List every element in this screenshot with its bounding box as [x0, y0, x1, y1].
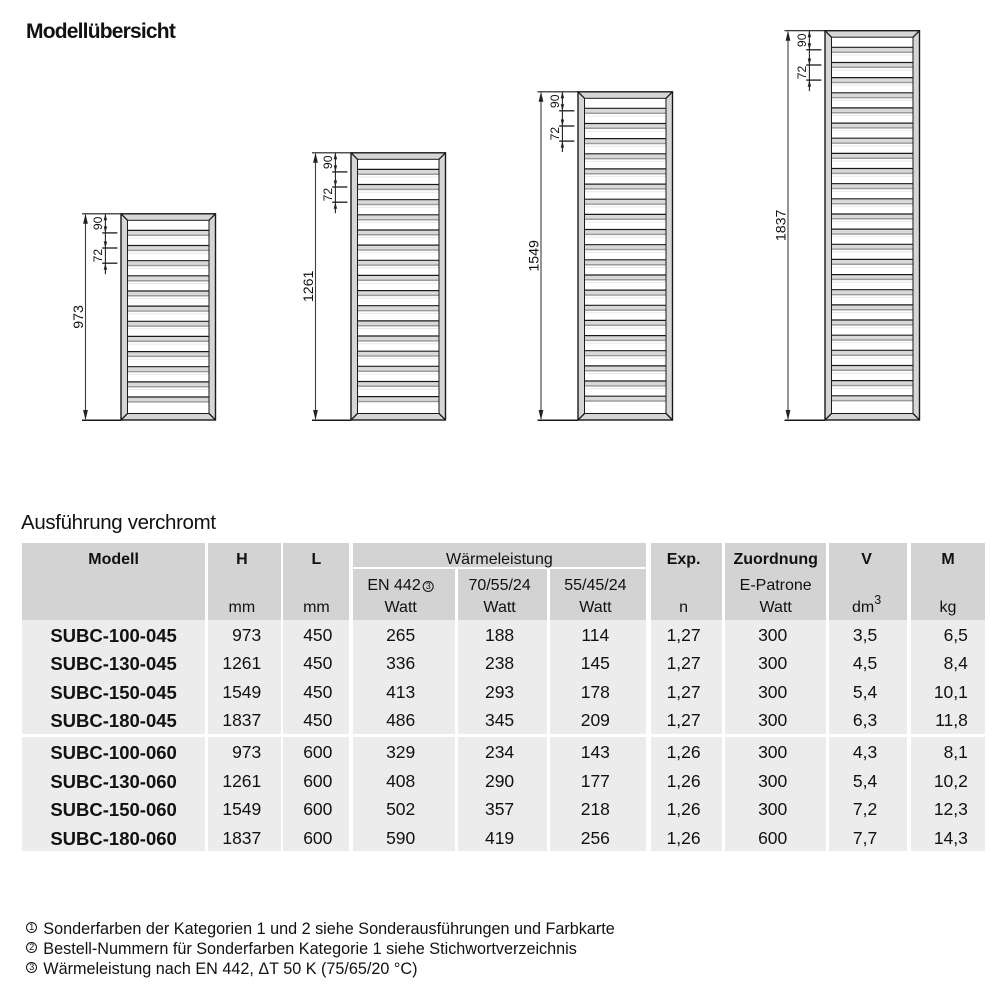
svg-text:90: 90 [548, 94, 562, 108]
svg-text:72: 72 [548, 127, 562, 141]
svg-text:1837: 1837 [774, 210, 790, 242]
svg-text:973: 973 [71, 305, 87, 329]
svg-text:72: 72 [795, 66, 809, 80]
svg-text:72: 72 [321, 188, 335, 202]
svg-text:90: 90 [91, 216, 105, 230]
svg-text:1549: 1549 [527, 240, 543, 272]
svg-text:72: 72 [91, 249, 105, 263]
svg-text:1261: 1261 [301, 271, 317, 303]
svg-text:90: 90 [321, 155, 335, 169]
svg-text:90: 90 [795, 33, 809, 47]
